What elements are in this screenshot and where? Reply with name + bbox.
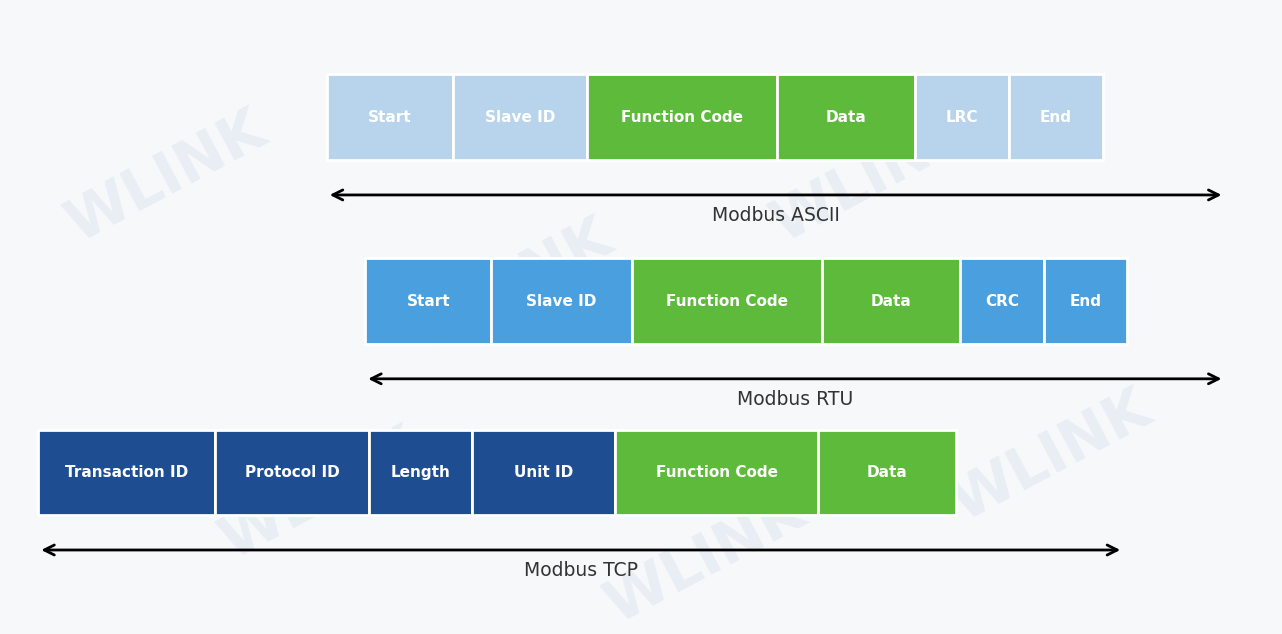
Text: WLINK: WLINK	[596, 482, 814, 634]
Text: Start: Start	[406, 294, 450, 309]
Text: Modbus ASCII: Modbus ASCII	[712, 207, 840, 225]
Text: WLINK: WLINK	[942, 380, 1160, 533]
Text: CRC: CRC	[985, 294, 1019, 309]
Text: Data: Data	[870, 294, 912, 309]
Text: Data: Data	[867, 465, 908, 480]
Text: Function Code: Function Code	[620, 110, 744, 125]
Text: Protocol ID: Protocol ID	[245, 465, 340, 480]
Text: Modbus TCP: Modbus TCP	[524, 562, 637, 580]
Text: WLINK: WLINK	[58, 101, 276, 254]
Text: Unit ID: Unit ID	[514, 465, 573, 480]
FancyBboxPatch shape	[777, 75, 915, 160]
Text: End: End	[1069, 294, 1101, 309]
FancyBboxPatch shape	[632, 259, 822, 344]
Text: Start: Start	[368, 110, 412, 125]
Text: Slave ID: Slave ID	[527, 294, 596, 309]
Text: Function Code: Function Code	[665, 294, 788, 309]
Text: End: End	[1040, 110, 1072, 125]
FancyBboxPatch shape	[960, 259, 1044, 344]
FancyBboxPatch shape	[38, 430, 215, 515]
FancyBboxPatch shape	[818, 430, 956, 515]
Text: Data: Data	[826, 110, 867, 125]
Text: Length: Length	[391, 465, 450, 480]
Text: Function Code: Function Code	[655, 465, 778, 480]
FancyBboxPatch shape	[491, 259, 632, 344]
FancyBboxPatch shape	[822, 259, 960, 344]
FancyBboxPatch shape	[587, 75, 777, 160]
Text: Modbus RTU: Modbus RTU	[737, 390, 853, 409]
FancyBboxPatch shape	[215, 430, 369, 515]
FancyBboxPatch shape	[915, 75, 1009, 160]
FancyBboxPatch shape	[615, 430, 818, 515]
FancyBboxPatch shape	[472, 430, 615, 515]
FancyBboxPatch shape	[369, 430, 472, 515]
FancyBboxPatch shape	[1044, 259, 1127, 344]
Text: WLINK: WLINK	[763, 101, 981, 254]
FancyBboxPatch shape	[327, 75, 453, 160]
Text: LRC: LRC	[946, 110, 978, 125]
Text: Transaction ID: Transaction ID	[65, 465, 188, 480]
FancyBboxPatch shape	[1009, 75, 1103, 160]
FancyBboxPatch shape	[453, 75, 587, 160]
Text: WLINK: WLINK	[212, 418, 429, 571]
Text: WLINK: WLINK	[404, 209, 622, 361]
FancyBboxPatch shape	[365, 259, 491, 344]
Text: Slave ID: Slave ID	[485, 110, 555, 125]
